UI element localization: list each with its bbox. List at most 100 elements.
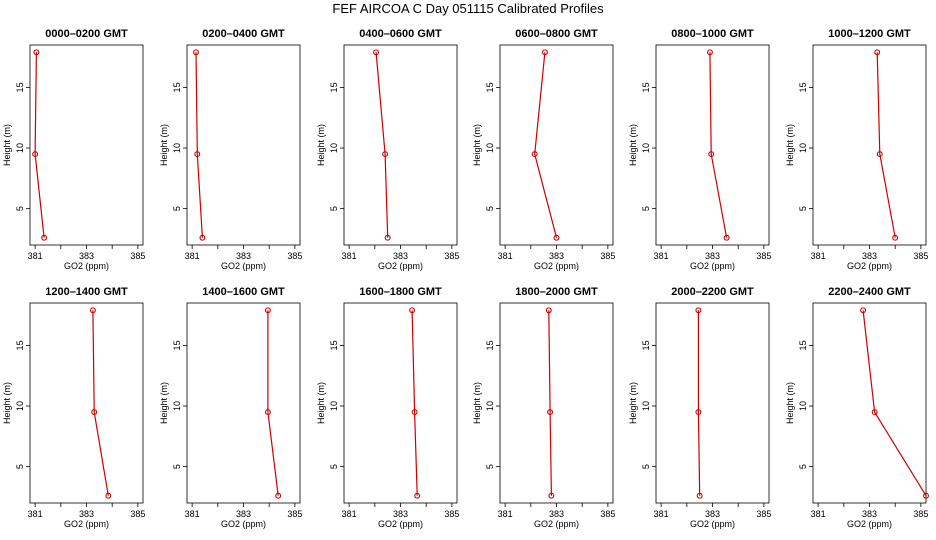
x-tick-label: 381 — [654, 251, 669, 261]
y-tick-label: 10 — [15, 143, 25, 153]
y-tick-label: 15 — [15, 82, 25, 92]
x-axis-label: GO2 (ppm) — [534, 519, 579, 529]
panel: 0800–1000 GMT 381 383 385 5 10 15 GO2 (ppm) Heig… — [628, 28, 771, 271]
profile-line — [548, 310, 552, 496]
y-tick-label: 5 — [798, 206, 808, 211]
y-tick-label: 10 — [798, 401, 808, 411]
x-axis-label: GO2 (ppm) — [847, 261, 892, 271]
panel: 0600–0800 GMT 381 383 385 5 10 15 GO2 (ppm) Heig… — [472, 28, 615, 271]
y-tick-label: 15 — [172, 340, 182, 350]
y-tick-label: 15 — [329, 340, 339, 350]
y-tick-label: 15 — [329, 82, 339, 92]
y-tick-label: 5 — [172, 206, 182, 211]
panel-title: 0400–0600 GMT — [359, 28, 442, 40]
panel-title: 2200–2400 GMT — [828, 286, 911, 298]
data-point — [541, 49, 548, 56]
x-tick-label: 383 — [393, 509, 408, 519]
plot-frame — [499, 44, 614, 246]
panel-title: 1400–1600 GMT — [202, 286, 285, 298]
chart-title: FEF AIRCOA C Day 051115 Calibrated Profi… — [332, 1, 604, 16]
profile-line — [267, 310, 279, 496]
y-tick-label: 10 — [641, 143, 651, 153]
plot-frame — [343, 302, 458, 504]
data-point — [199, 234, 206, 241]
y-axis-label: Height (m) — [472, 382, 482, 424]
x-tick-label: 383 — [862, 251, 877, 261]
data-point — [696, 492, 703, 499]
y-tick-label: 5 — [329, 206, 339, 211]
x-tick-label: 383 — [393, 251, 408, 261]
profile-line — [534, 52, 558, 238]
data-point — [923, 492, 929, 499]
y-tick-label: 10 — [329, 401, 339, 411]
x-tick-label: 381 — [342, 251, 357, 261]
y-tick-label: 15 — [172, 82, 182, 92]
y-tick-label: 10 — [641, 401, 651, 411]
data-point — [531, 151, 538, 158]
plot-frame — [343, 44, 458, 246]
x-tick-label: 385 — [913, 251, 928, 261]
x-tick-label: 385 — [130, 251, 145, 261]
x-tick-label: 385 — [756, 251, 771, 261]
y-tick-label: 10 — [172, 143, 182, 153]
x-tick-label: 383 — [549, 509, 564, 519]
data-point — [264, 409, 271, 416]
data-point — [194, 151, 201, 158]
data-point — [382, 151, 389, 158]
y-axis-label: Height (m) — [159, 382, 169, 424]
y-tick-label: 5 — [172, 464, 182, 469]
y-tick-label: 5 — [485, 206, 495, 211]
y-tick-label: 5 — [485, 464, 495, 469]
panel-title: 1000–1200 GMT — [828, 28, 911, 40]
panel: 1200–1400 GMT 381 383 385 5 10 15 GO2 (ppm) Heig… — [2, 286, 145, 529]
data-point — [706, 49, 713, 56]
data-point — [193, 49, 199, 56]
panels-group: 0000–0200 GMT 381 383 385 5 10 15 GO2 (ppm) Heig… — [2, 28, 929, 529]
x-tick-label: 381 — [28, 251, 43, 261]
data-point — [874, 49, 881, 56]
y-tick-label: 15 — [798, 340, 808, 350]
y-tick-label: 15 — [641, 340, 651, 350]
x-tick-label: 383 — [862, 509, 877, 519]
x-tick-label: 383 — [79, 251, 94, 261]
x-tick-label: 385 — [913, 509, 928, 519]
panel: 1800–2000 GMT 381 383 385 5 10 15 GO2 (ppm) Heig… — [472, 286, 615, 529]
y-tick-label: 10 — [329, 143, 339, 153]
profile-line — [411, 310, 418, 496]
y-tick-label: 10 — [798, 143, 808, 153]
panel: 1600–1800 GMT 381 383 385 5 10 15 GO2 (ppm) Heig… — [316, 286, 459, 529]
x-tick-label: 381 — [28, 509, 43, 519]
panel: 1400–1600 GMT 381 383 385 5 10 15 GO2 (ppm) Heig… — [159, 286, 302, 529]
x-tick-label: 385 — [756, 509, 771, 519]
y-axis-label: Height (m) — [628, 124, 638, 166]
y-tick-label: 15 — [485, 340, 495, 350]
x-tick-label: 385 — [600, 509, 615, 519]
data-point — [545, 307, 552, 314]
data-point — [892, 234, 899, 241]
x-tick-label: 381 — [811, 251, 826, 261]
data-point — [384, 234, 391, 241]
plot-frame — [29, 302, 144, 504]
y-axis-label: Height (m) — [2, 382, 12, 424]
panel-title: 2000–2200 GMT — [671, 286, 754, 298]
profile-line — [34, 52, 45, 238]
x-axis-label: GO2 (ppm) — [847, 519, 892, 529]
x-tick-label: 385 — [287, 509, 302, 519]
profile-line — [862, 310, 927, 497]
x-tick-label: 385 — [444, 251, 459, 261]
x-axis-label: GO2 (ppm) — [690, 519, 735, 529]
x-tick-label: 383 — [79, 509, 94, 519]
panel-title: 1200–1400 GMT — [45, 286, 128, 298]
x-tick-label: 385 — [444, 509, 459, 519]
panel-title: 1800–2000 GMT — [515, 286, 598, 298]
data-point — [547, 409, 554, 416]
y-tick-label: 5 — [329, 464, 339, 469]
data-point — [723, 234, 730, 241]
panel: 1000–1200 GMT 381 383 385 5 10 15 GO2 (ppm) Heig… — [785, 28, 928, 271]
x-axis-label: GO2 (ppm) — [64, 261, 109, 271]
x-axis-label: GO2 (ppm) — [534, 261, 579, 271]
x-axis-label: GO2 (ppm) — [690, 261, 735, 271]
panel-title: 1600–1800 GMT — [359, 286, 442, 298]
x-axis-label: GO2 (ppm) — [378, 261, 423, 271]
